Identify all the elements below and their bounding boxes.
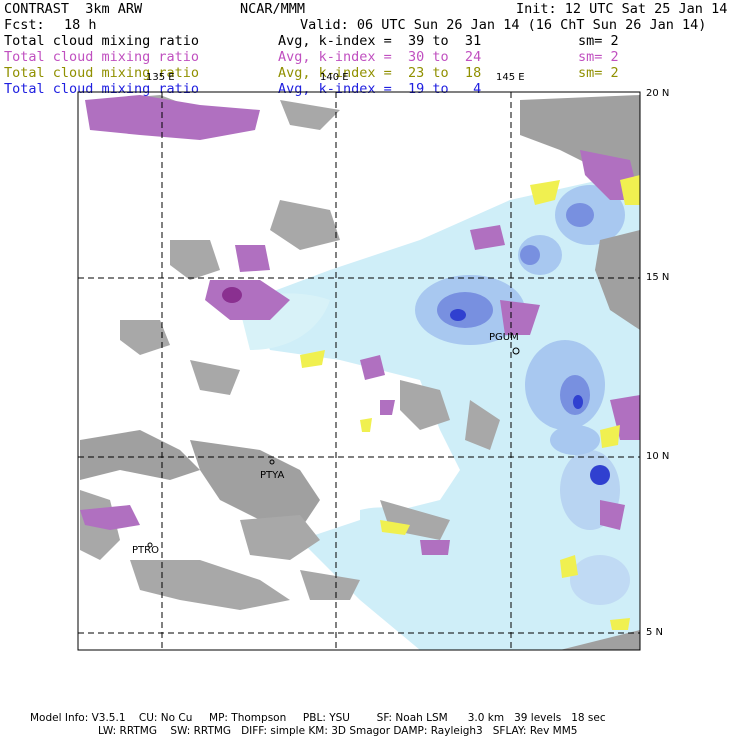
- map-frame: [77, 91, 641, 651]
- model-title: CONTRAST 3km ARW: [4, 1, 143, 17]
- legend-index-4: Avg, k-index = 19 to 4: [278, 81, 482, 97]
- lat-label-5n: 5 N: [646, 627, 664, 638]
- lon-label-140e: 140 E: [320, 72, 349, 83]
- org-label: NCAR/MMM: [240, 1, 306, 17]
- legend-field-3: Total cloud mixing ratio: [4, 65, 200, 81]
- legend-index-3: Avg, k-index = 23 to 18: [278, 65, 482, 81]
- lon-label-145e: 145 E: [496, 72, 525, 83]
- legend-index-2: Avg, k-index = 30 to 24: [278, 49, 482, 65]
- valid-time: Valid: 06 UTC Sun 26 Jan 14 (16 ChT Sun …: [300, 17, 707, 33]
- lat-label-20n: 20 N: [646, 88, 670, 99]
- cloud-field: [80, 95, 640, 650]
- lon-label-135e: 135 E: [146, 72, 175, 83]
- legend-sm-2: sm= 2: [578, 49, 619, 65]
- station-label-pgum: PGUM: [489, 332, 519, 343]
- legend-field-2: Total cloud mixing ratio: [4, 49, 200, 65]
- lat-label-15n: 15 N: [646, 272, 670, 283]
- legend-field-4: Total cloud mixing ratio: [4, 81, 200, 97]
- legend-field-1: Total cloud mixing ratio: [4, 33, 200, 49]
- model-info-line2: LW: RRTMG SW: RRTMG DIFF: simple KM: 3D …: [98, 725, 578, 737]
- station-marker-ptya: [269, 459, 275, 465]
- station-marker-ptro: [147, 542, 153, 548]
- forecast-label: Fcst:: [4, 17, 45, 33]
- lat-lon-grid: [78, 92, 640, 650]
- model-info-line1: Model Info: V3.5.1 CU: No Cu MP: Thompso…: [30, 712, 606, 724]
- lat-label-10n: 10 N: [646, 451, 670, 462]
- station-label-ptya: PTYA: [260, 470, 285, 481]
- station-label-ptro: PTRO: [132, 545, 159, 556]
- station-marker-pgum: [512, 347, 520, 355]
- legend-sm-3: sm= 2: [578, 65, 619, 81]
- forecast-hour: 18 h: [64, 17, 97, 33]
- init-time: Init: 12 UTC Sat 25 Jan 14: [516, 1, 728, 17]
- legend-index-1: Avg, k-index = 39 to 31: [278, 33, 482, 49]
- legend-sm-1: sm= 2: [578, 33, 619, 49]
